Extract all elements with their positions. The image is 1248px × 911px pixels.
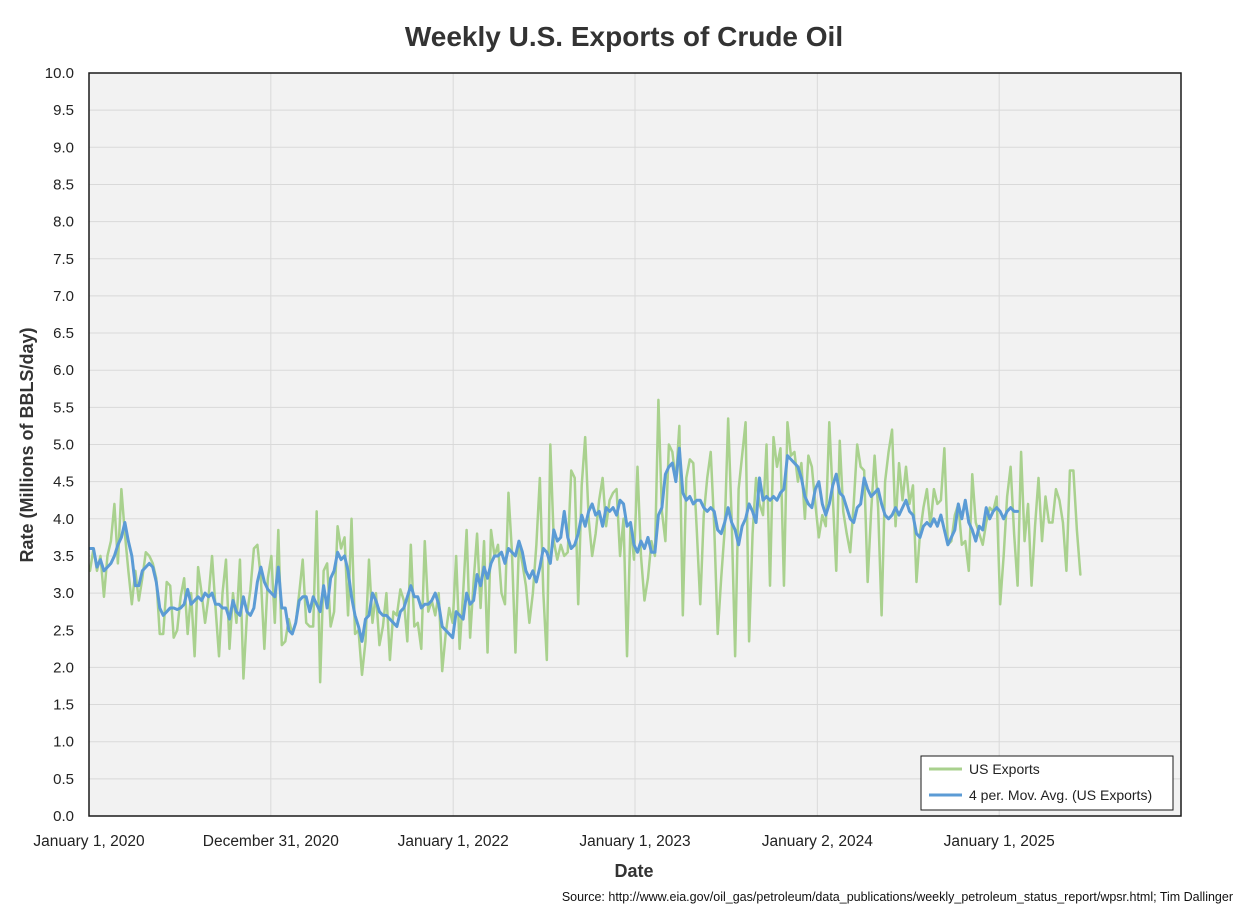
gridlines <box>89 73 1181 816</box>
series-line-moving-avg <box>88 446 1020 643</box>
y-tick-label: 1.5 <box>53 697 74 714</box>
y-axis-ticks: 0.0 0.5 1.0 1.5 2.0 2.5 3.0 3.5 4.0 4.5 5.0 5.5 6.0 6… <box>45 65 74 825</box>
chart-title: Weekly U.S. Exports of Crude Oil <box>405 21 843 52</box>
y-tick-label: 9.0 <box>53 139 74 156</box>
legend-label-us-exports: US Exports <box>969 761 1040 777</box>
y-tick-label: 6.5 <box>53 325 74 342</box>
y-tick-label: 6.0 <box>53 362 74 379</box>
x-tick-label: January 1, 2022 <box>398 833 509 850</box>
source-note: Source: http://www.eia.gov/oil_gas/petro… <box>562 890 1233 904</box>
y-tick-label: 9.5 <box>53 102 74 119</box>
y-tick-label: 0.5 <box>53 771 74 788</box>
legend-box <box>920 755 1174 811</box>
y-tick-label: 2.0 <box>53 659 74 676</box>
y-tick-label: 7.5 <box>53 251 74 268</box>
y-tick-label: 5.5 <box>53 399 74 416</box>
y-tick-label: 3.5 <box>53 548 74 565</box>
y-tick-label: 1.0 <box>53 734 74 751</box>
y-tick-label: 4.0 <box>53 511 74 528</box>
y-tick-label: 2.5 <box>53 622 74 639</box>
y-tick-label: 5.0 <box>53 437 74 454</box>
legend-label-moving-avg: 4 per. Mov. Avg. (US Exports) <box>969 787 1152 803</box>
x-tick-label: January 1, 2023 <box>579 833 690 850</box>
y-axis-label: Rate (Millions of BBLS/day) <box>17 327 37 562</box>
y-tick-label: 8.0 <box>53 214 74 231</box>
y-tick-label: 0.0 <box>53 808 74 825</box>
series-lines <box>88 398 1082 684</box>
x-tick-label: December 31, 2020 <box>203 833 340 850</box>
x-axis-label: Date <box>614 861 653 881</box>
y-tick-label: 3.0 <box>53 585 74 602</box>
series-line-us-exports <box>88 398 1082 684</box>
y-tick-label: 8.5 <box>53 176 74 193</box>
x-axis-ticks: January 1, 2020 December 31, 2020 January … <box>33 833 1054 850</box>
y-tick-label: 7.0 <box>53 288 74 305</box>
y-tick-label: 4.5 <box>53 474 74 491</box>
plot-border <box>88 72 1182 817</box>
x-tick-label: January 2, 2024 <box>762 833 874 850</box>
x-tick-label: January 1, 2025 <box>944 833 1055 850</box>
x-tick-label: January 1, 2020 <box>33 833 145 850</box>
y-tick-label: 10.0 <box>45 65 74 82</box>
legend: US Exports 4 per. Mov. Avg. (US Exports) <box>920 755 1174 811</box>
